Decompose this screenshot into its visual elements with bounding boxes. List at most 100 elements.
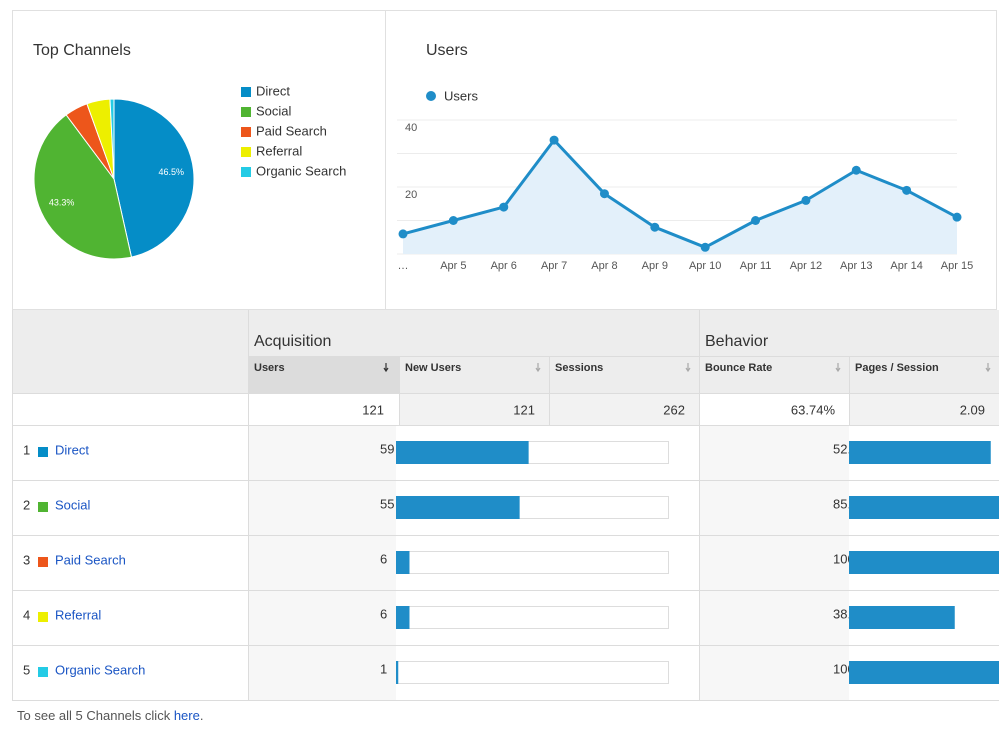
point xyxy=(650,222,660,232)
users-bar xyxy=(396,441,529,464)
x-tick-label: Apr 10 xyxy=(689,260,721,272)
legend-label: Users xyxy=(444,88,478,103)
x-tick-label: Apr 14 xyxy=(890,260,922,272)
sort-arrow xyxy=(835,363,841,373)
channel-link[interactable]: Direct xyxy=(55,442,89,457)
users-bar xyxy=(396,661,399,684)
total-value: 63.74% xyxy=(791,402,836,417)
point xyxy=(851,165,861,175)
footer: To see all 5 Channels click here. xyxy=(17,708,203,723)
pie-slice xyxy=(33,114,133,260)
footer-text: To see all 5 Channels click xyxy=(17,708,171,723)
users-value: 59 xyxy=(380,441,394,456)
point xyxy=(801,195,811,205)
legend-label: Organic Search xyxy=(256,163,346,178)
y-tick-label: 20 xyxy=(405,189,417,201)
sort-arrow xyxy=(535,363,541,373)
point xyxy=(700,242,710,252)
column-header[interactable]: Sessions xyxy=(555,362,603,374)
pie-slice xyxy=(109,98,115,180)
legend-swatch xyxy=(241,107,251,117)
sort-arrow xyxy=(685,363,691,373)
column-header[interactable]: Bounce Rate xyxy=(705,362,772,374)
channel-swatch xyxy=(38,667,48,677)
col-bg xyxy=(248,425,396,700)
line-title: Users xyxy=(426,42,468,59)
x-tick-label: … xyxy=(398,260,409,272)
legend-swatch xyxy=(241,147,251,157)
point xyxy=(499,202,509,212)
channel-swatch xyxy=(38,502,48,512)
column-header[interactable]: Users xyxy=(254,362,285,374)
users-bar xyxy=(396,496,520,519)
slice-label: 46.5% xyxy=(158,167,184,177)
rank: 4 xyxy=(23,607,30,622)
total-value: 262 xyxy=(663,402,685,417)
pages-bar xyxy=(849,661,999,684)
x-tick-label: Apr 9 xyxy=(642,260,668,272)
users-bar xyxy=(396,606,410,629)
x-tick-label: Apr 7 xyxy=(541,260,567,272)
x-tick-label: Apr 12 xyxy=(790,260,822,272)
point xyxy=(902,185,912,195)
table-header xyxy=(12,310,999,393)
legend-label: Direct xyxy=(256,83,290,98)
sorted-header xyxy=(248,357,399,393)
column-header[interactable]: Pages / Session xyxy=(855,362,939,374)
pages-bar xyxy=(849,441,991,464)
legend-swatch xyxy=(241,167,251,177)
total-value: 121 xyxy=(362,402,384,417)
table-lines xyxy=(12,310,999,701)
rank: 2 xyxy=(23,497,30,512)
channel-swatch xyxy=(38,447,48,457)
rank: 3 xyxy=(23,552,30,567)
footer-end: . xyxy=(199,708,204,723)
point xyxy=(448,216,458,225)
users-value: 55 xyxy=(380,496,394,511)
bar-track xyxy=(396,606,669,629)
area xyxy=(403,140,957,254)
point xyxy=(599,189,609,199)
pie-title: Top Channels xyxy=(33,42,131,59)
users-bar xyxy=(396,551,410,574)
group-label: Behavior xyxy=(705,333,769,350)
channel-swatch xyxy=(38,612,48,622)
column-header[interactable]: New Users xyxy=(405,362,461,374)
pages-bar xyxy=(849,551,999,574)
channel-link[interactable]: Referral xyxy=(55,607,101,622)
users-value: 6 xyxy=(380,551,387,566)
point xyxy=(952,212,962,222)
x-tick-label: Apr 15 xyxy=(941,260,973,272)
legend-label: Social xyxy=(256,103,292,118)
legend-label: Referral xyxy=(256,143,302,158)
total-value: 2.09 xyxy=(960,402,985,417)
x-tick-label: Apr 13 xyxy=(840,260,872,272)
point xyxy=(398,229,408,239)
sort-arrow xyxy=(383,363,389,373)
point xyxy=(751,216,761,225)
col-bg xyxy=(699,425,849,700)
legend-swatch xyxy=(241,87,251,97)
footer-link[interactable]: here xyxy=(173,708,200,723)
y-tick-label: 40 xyxy=(405,122,417,134)
users-value: 6 xyxy=(380,606,387,621)
totals-bg xyxy=(849,393,999,425)
bar-track xyxy=(396,661,669,684)
x-tick-label: Apr 8 xyxy=(591,260,617,272)
legend-dot xyxy=(426,91,436,101)
channel-link[interactable]: Social xyxy=(55,497,91,512)
channel-link[interactable]: Organic Search xyxy=(55,662,145,677)
line xyxy=(402,138,958,249)
users-value: 1 xyxy=(380,661,387,676)
bar-track xyxy=(396,551,669,574)
legend-swatch xyxy=(241,127,251,137)
point xyxy=(549,135,559,145)
slice-label: 43.3% xyxy=(49,197,75,207)
group-label: Acquisition xyxy=(254,333,331,350)
pie-slice xyxy=(113,98,195,258)
pages-bar xyxy=(849,496,999,519)
total-value: 121 xyxy=(513,402,535,417)
channel-link[interactable]: Paid Search xyxy=(55,552,126,567)
